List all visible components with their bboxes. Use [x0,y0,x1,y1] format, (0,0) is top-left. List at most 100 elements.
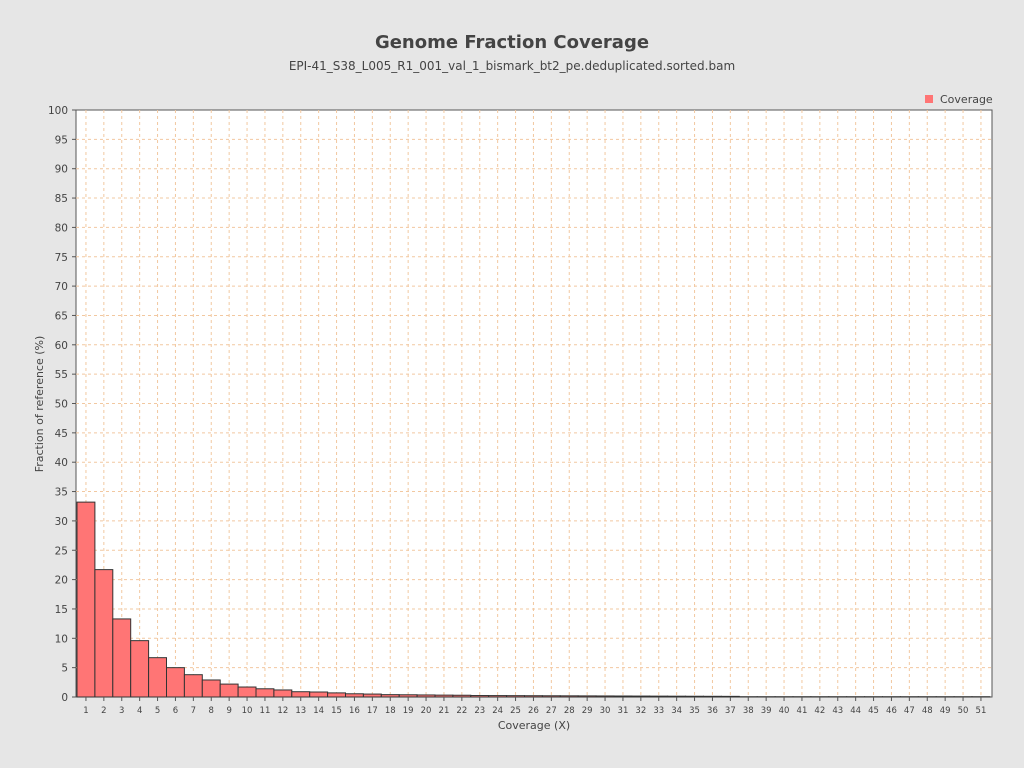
x-tick-label: 13 [295,706,306,716]
x-tick-label: 40 [779,706,790,716]
x-tick-label: 30 [600,706,611,716]
x-tick-label: 48 [922,706,933,716]
y-tick-label: 100 [48,105,68,117]
x-tick-label: 28 [564,706,575,716]
x-tick-label: 31 [618,706,629,716]
bar [148,657,168,698]
gridlines [76,110,992,697]
y-tick-label: 35 [55,487,68,499]
bar [183,674,203,698]
x-tick-label: 27 [546,706,557,716]
bar [237,686,257,698]
legend: Coverage [925,93,993,106]
y-axis-ticks: 0 5 10 15 20 25 30 35 40 45 50 55 60 65 70 75 80 85 90 95 10… [48,105,76,704]
bar [112,618,132,698]
x-tick-label: 24 [492,706,503,716]
bars [76,501,991,698]
x-tick-label: 29 [582,706,593,716]
x-tick-label: 6 [173,706,178,716]
x-tick-label: 51 [976,706,987,716]
y-tick-label: 70 [55,281,68,293]
y-tick-label: 0 [61,692,68,704]
bar [685,695,704,698]
bar [452,694,472,698]
x-tick-label: 22 [456,706,467,716]
x-tick-label: 45 [868,706,879,716]
x-tick-label: 36 [707,706,718,716]
x-tick-label: 14 [313,706,324,716]
bar [273,689,293,698]
x-tick-label: 26 [528,706,539,716]
x-tick-label: 2 [101,706,106,716]
bar [380,694,400,698]
bar [255,688,275,698]
y-tick-label: 50 [55,399,68,411]
x-tick-label: 19 [403,706,414,716]
chart-title: Genome Fraction Coverage [375,32,649,53]
x-tick-label: 37 [725,706,736,716]
bar [362,693,382,698]
x-tick-label: 25 [510,706,521,716]
bar [488,695,508,698]
x-tick-label: 41 [797,706,808,716]
x-tick-label: 43 [832,706,843,716]
x-tick-label: 5 [155,706,160,716]
x-tick-label: 8 [209,706,214,716]
x-tick-label: 10 [242,706,253,716]
x-tick-label: 7 [191,706,196,716]
bar [416,694,436,698]
x-tick-label: 23 [474,706,485,716]
chart-subtitle: EPI-41_S38_L005_R1_001_val_1_bismark_bt2… [289,59,735,73]
x-tick-label: 34 [671,706,682,716]
bar [309,691,329,698]
y-tick-label: 15 [55,604,68,616]
bar [327,692,347,698]
x-tick-label: 4 [137,706,142,716]
x-tick-label: 49 [940,706,951,716]
x-tick-label: 44 [850,706,861,716]
y-tick-label: 10 [55,633,68,645]
y-tick-label: 45 [55,428,68,440]
y-tick-label: 20 [55,575,68,587]
bar [398,694,418,698]
y-tick-label: 80 [55,222,68,234]
x-tick-label: 42 [814,706,825,716]
x-tick-label: 38 [743,706,754,716]
y-tick-label: 5 [61,663,68,675]
x-tick-label: 9 [226,706,231,716]
x-tick-label: 21 [439,706,450,716]
x-tick-label: 17 [367,706,378,716]
bar [667,695,687,698]
x-tick-label: 50 [958,706,969,716]
bar [631,695,651,698]
bar [219,683,239,698]
x-tick-label: 33 [653,706,664,716]
bar [76,501,96,698]
legend-swatch [925,95,933,103]
bar [595,695,615,698]
x-axis-label: Coverage (X) [498,719,570,732]
y-tick-label: 40 [55,457,68,469]
x-tick-label: 15 [331,706,342,716]
x-tick-label: 18 [385,706,396,716]
y-tick-label: 25 [55,545,68,557]
x-tick-label: 12 [277,706,288,716]
y-tick-label: 75 [55,252,68,264]
bar [703,695,722,698]
x-tick-label: 47 [904,706,915,716]
x-tick-label: 1 [83,706,88,716]
y-tick-label: 65 [55,310,68,322]
bar [613,695,633,698]
bar [345,693,364,698]
bar [201,679,221,698]
bar [94,569,114,698]
bar [166,667,185,698]
x-tick-label: 16 [349,706,360,716]
bar [577,695,597,698]
x-tick-label: 20 [421,706,432,716]
legend-label: Coverage [940,93,993,106]
bar [720,695,740,698]
x-tick-label: 35 [689,706,700,716]
y-tick-label: 85 [55,193,68,205]
bar [291,691,311,698]
